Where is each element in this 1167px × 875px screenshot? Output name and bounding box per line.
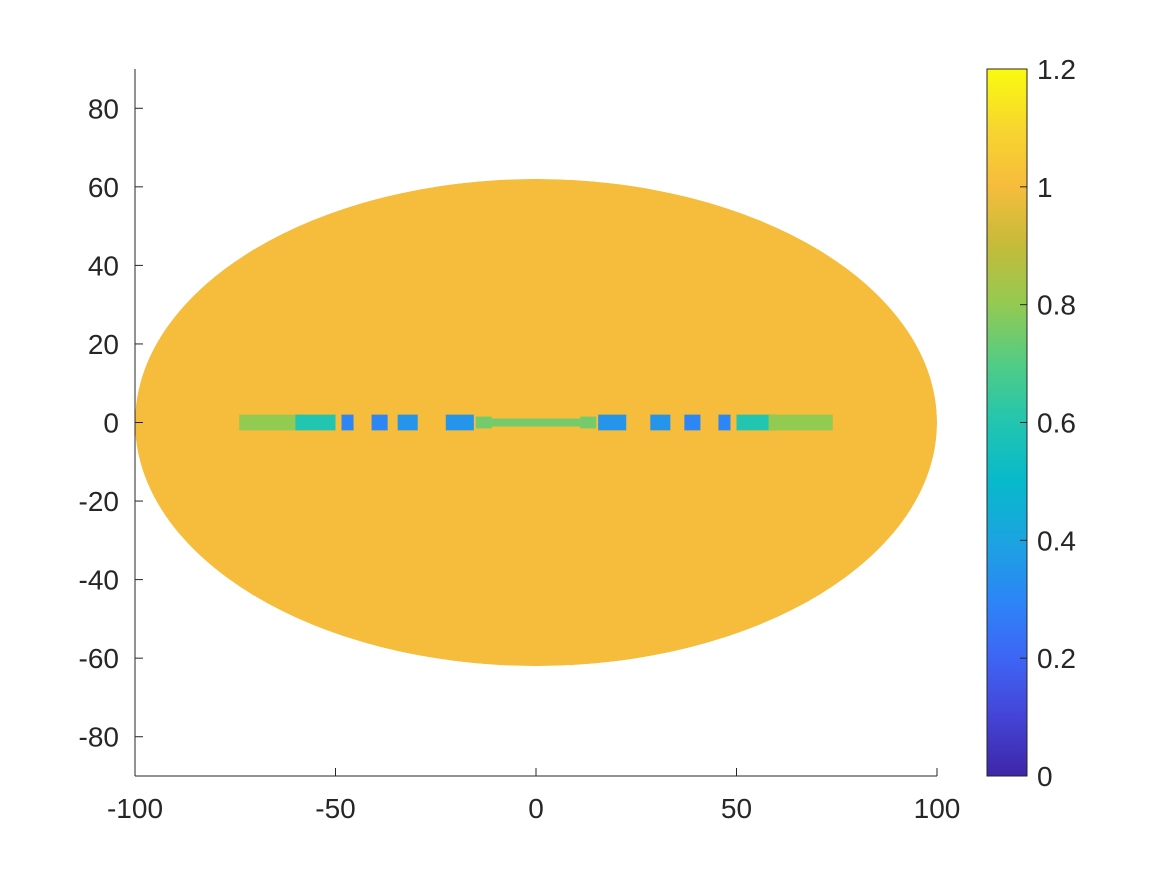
heatmap-feature [718,414,731,431]
heatmap-feature [445,414,474,431]
colorbar-tick-label: 0 [1037,761,1053,792]
heatmap-features [239,414,833,431]
colorbar-ticks: 0 0.2 0.4 0.6 0.8 1 1.2 [1020,54,1076,792]
heatmap-field [135,178,937,667]
heatmap-feature [397,414,418,431]
heatmap-feature [736,414,777,431]
heatmap-feature [580,416,597,429]
y-tick-label: 20 [88,329,119,360]
heatmap-feature [768,414,833,431]
heatmap-feature [239,414,304,431]
colorbar-tick-label: 0.4 [1037,525,1076,556]
y-tick-label: -80 [79,722,119,753]
x-tick-label: -50 [315,793,355,824]
y-tick-label: 40 [88,250,119,281]
x-tick-label: 50 [721,793,752,824]
y-tick-label: 60 [88,172,119,203]
y-tick-label: -60 [79,643,119,674]
heatmap-feature [598,414,627,431]
y-tick-label: 0 [103,408,119,439]
heatmap-feature [491,418,581,427]
plot-axes: -100 -50 0 50 100 80 60 40 20 0 -20 -40 -60 -80 [79,69,960,824]
colorbar-tick-label: 0.2 [1037,643,1076,674]
y-tick-label: 80 [88,93,119,124]
heatmap-feature [295,414,336,431]
heatmap-feature [341,414,354,431]
x-tick-label: 0 [528,793,544,824]
colorbar-tick-label: 1.2 [1037,54,1076,85]
heatmap-feature [475,416,492,429]
heatmap-feature [650,414,671,431]
colorbar-tick-label: 0.8 [1037,290,1076,321]
heatmap-feature [684,414,701,431]
x-axis-ticks: -100 -50 0 50 100 [107,768,960,824]
x-tick-label: 100 [914,793,961,824]
colorbar-tick-label: 0.6 [1037,408,1076,439]
y-tick-label: -20 [79,486,119,517]
heatmap-feature [371,414,388,431]
colorbar-tick-label: 1 [1037,172,1053,203]
y-axis-ticks: 80 60 40 20 0 -20 -40 -60 -80 [79,93,143,753]
colorbar: 0 0.2 0.4 0.6 0.8 1 1.2 [986,54,1076,792]
y-tick-label: -40 [79,565,119,596]
x-tick-label: -100 [107,793,163,824]
